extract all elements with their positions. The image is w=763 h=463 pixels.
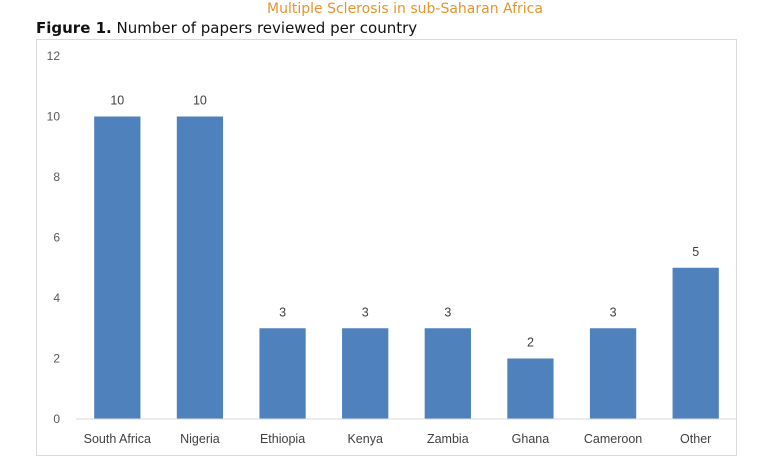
bar-kenya — [342, 328, 389, 419]
y-tick-label: 0 — [53, 412, 60, 426]
x-category-label: Ghana — [512, 432, 550, 446]
data-label: 10 — [110, 94, 124, 108]
bar-series — [94, 116, 719, 419]
x-category-label: Kenya — [347, 432, 382, 446]
y-tick-label: 10 — [47, 110, 61, 124]
data-label: 5 — [692, 245, 699, 259]
x-category-label: Other — [680, 432, 711, 446]
chart-frame — [36, 39, 737, 456]
y-tick-label: 6 — [53, 231, 60, 245]
bar-zambia — [424, 328, 471, 419]
data-label: 3 — [444, 305, 451, 319]
x-category-label: Ethiopia — [260, 432, 305, 446]
x-category-label: Zambia — [427, 432, 469, 446]
running-header: Multiple Sclerosis in sub-Saharan Africa — [267, 1, 543, 17]
data-labels: 10 10 3 3 3 2 3 5 — [110, 94, 699, 350]
data-label: 10 — [193, 94, 207, 108]
y-tick-label: 2 — [53, 352, 60, 366]
bar-south-africa — [94, 116, 141, 419]
x-category-label: Cameroon — [584, 432, 642, 446]
figure-caption: Figure 1. Number of papers reviewed per … — [36, 19, 417, 37]
x-category-label: South Africa — [84, 432, 151, 446]
y-tick-label: 4 — [53, 291, 60, 305]
bar-cameroon — [589, 328, 637, 419]
bar-ghana — [507, 358, 554, 419]
data-label: 2 — [527, 336, 534, 350]
x-category-label: Nigeria — [180, 432, 220, 446]
x-axis-categories: South Africa Nigeria Ethiopia Kenya Zambia Gh… — [84, 432, 712, 446]
data-label: 3 — [362, 305, 369, 319]
figure-label: Figure 1. — [36, 19, 112, 37]
data-label: 3 — [610, 305, 617, 319]
y-axis-ticks: 0 2 4 6 8 10 12 — [47, 49, 61, 426]
figure-caption-text: Number of papers reviewed per country — [111, 19, 418, 37]
data-label: 3 — [279, 305, 286, 319]
bar-nigeria — [176, 116, 224, 419]
bar-ethiopia — [259, 328, 306, 419]
bar-other — [672, 267, 719, 419]
y-tick-label: 12 — [47, 49, 61, 63]
y-tick-label: 8 — [53, 170, 60, 184]
